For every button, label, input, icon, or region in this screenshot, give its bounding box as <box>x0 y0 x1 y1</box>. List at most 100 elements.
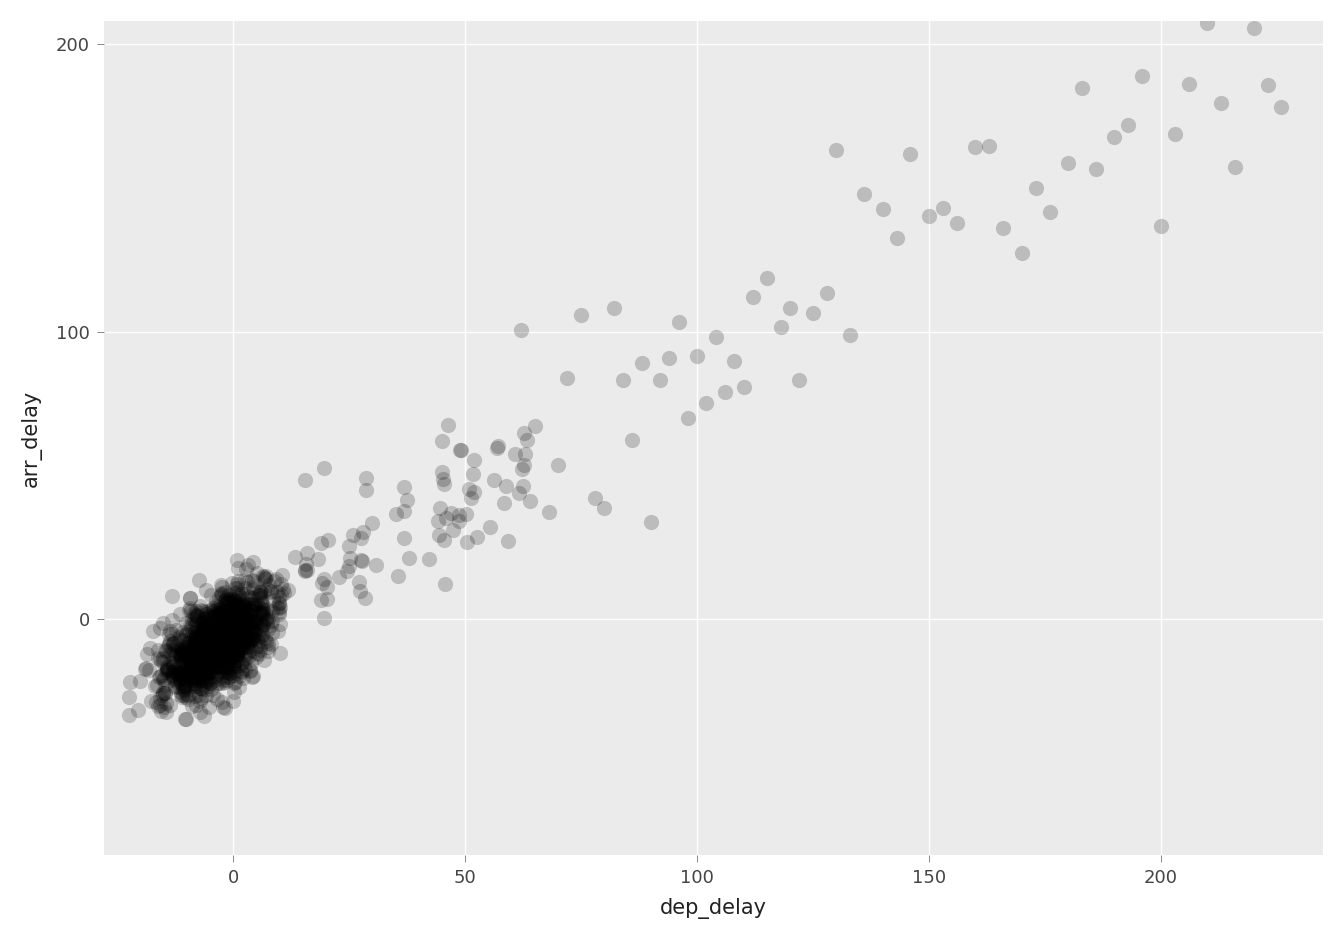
Point <box>140 640 161 655</box>
Point <box>222 612 243 627</box>
Point <box>255 613 277 628</box>
Point <box>235 591 257 606</box>
Point <box>230 623 251 638</box>
Point <box>449 508 470 523</box>
Point <box>585 490 606 505</box>
Point <box>216 621 238 636</box>
Point <box>128 703 149 718</box>
Point <box>234 620 255 635</box>
Point <box>195 652 216 667</box>
Point <box>188 688 210 703</box>
Point <box>199 603 220 618</box>
Point <box>183 645 204 660</box>
Point <box>165 666 187 681</box>
Point <box>171 658 192 673</box>
Point <box>203 634 224 650</box>
Point <box>231 595 253 610</box>
Point <box>195 607 216 622</box>
Point <box>194 655 215 670</box>
Point <box>203 648 224 663</box>
Point <box>242 668 263 683</box>
Point <box>208 602 230 617</box>
Point <box>235 621 257 636</box>
Point <box>172 625 194 640</box>
Point <box>190 666 211 681</box>
Point <box>215 585 237 600</box>
Point <box>251 596 273 611</box>
Point <box>172 641 194 656</box>
Point <box>190 694 211 709</box>
Point <box>226 646 247 661</box>
Point <box>223 643 245 658</box>
Point <box>215 619 237 634</box>
Point <box>173 679 195 694</box>
Point <box>227 624 249 639</box>
Point <box>755 271 777 286</box>
Point <box>211 616 233 631</box>
Point <box>219 605 241 620</box>
Point <box>199 623 220 638</box>
Point <box>199 663 220 678</box>
Point <box>207 625 228 640</box>
Point <box>254 570 276 585</box>
Point <box>211 647 233 662</box>
Point <box>203 622 224 637</box>
Point <box>231 665 253 680</box>
Point <box>261 636 282 651</box>
Point <box>181 658 203 673</box>
Point <box>313 610 335 625</box>
Point <box>169 641 191 656</box>
Point <box>181 612 203 627</box>
Point <box>175 628 196 643</box>
Point <box>191 627 212 642</box>
Point <box>214 603 235 619</box>
Point <box>464 484 485 499</box>
Point <box>339 558 360 573</box>
Point <box>267 607 289 622</box>
X-axis label: dep_delay: dep_delay <box>660 898 767 919</box>
Point <box>227 614 249 629</box>
Point <box>294 563 316 578</box>
Point <box>218 628 239 643</box>
Point <box>439 505 461 520</box>
Point <box>169 671 191 686</box>
Point <box>172 679 194 694</box>
Point <box>222 650 243 665</box>
Point <box>212 616 234 631</box>
Point <box>222 643 243 658</box>
Point <box>294 472 316 487</box>
Point <box>208 659 230 674</box>
Point <box>210 622 231 637</box>
Point <box>190 599 211 614</box>
Point <box>176 626 198 641</box>
Point <box>169 606 191 621</box>
Point <box>825 142 847 157</box>
Point <box>211 626 233 641</box>
Point <box>210 636 231 651</box>
Point <box>212 651 234 666</box>
Point <box>218 617 239 632</box>
Point <box>203 636 224 651</box>
Point <box>487 441 508 456</box>
Point <box>234 615 255 630</box>
Point <box>222 630 243 645</box>
Point <box>228 668 250 683</box>
Point <box>234 609 255 624</box>
Point <box>214 634 235 649</box>
Point <box>211 623 233 638</box>
Point <box>195 652 216 667</box>
Point <box>512 478 534 494</box>
Point <box>243 615 265 630</box>
Point <box>231 618 253 633</box>
Point <box>462 466 484 481</box>
Point <box>270 588 292 603</box>
Point <box>355 471 376 486</box>
Point <box>152 654 173 669</box>
Point <box>226 647 247 662</box>
Point <box>222 668 243 683</box>
Point <box>211 637 233 652</box>
Point <box>212 624 234 639</box>
Point <box>196 653 218 668</box>
Point <box>207 663 228 678</box>
Point <box>270 600 292 615</box>
